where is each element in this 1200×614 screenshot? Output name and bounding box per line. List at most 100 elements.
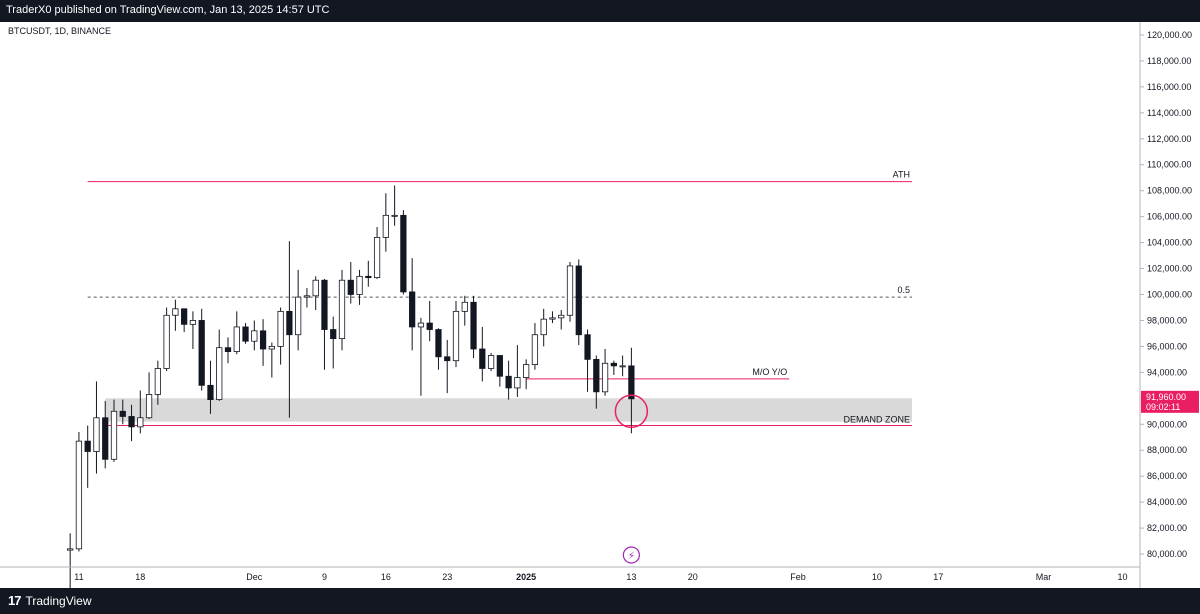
candle-body bbox=[119, 410, 126, 417]
y-tick-label: 108,000.00 bbox=[1147, 186, 1192, 196]
candle bbox=[67, 533, 74, 588]
candle bbox=[110, 399, 118, 462]
candle-body bbox=[601, 362, 609, 393]
candle-body bbox=[435, 329, 442, 358]
axes-layer: 80,000.00 82,000.00 84,000.00 86,000.00 88,0… bbox=[0, 22, 1199, 588]
candle-body bbox=[365, 275, 372, 279]
demand-zone-box bbox=[105, 398, 912, 422]
candle bbox=[145, 372, 153, 420]
candle-body bbox=[531, 334, 539, 365]
y-tick-label: 96,000.00 bbox=[1147, 341, 1187, 351]
candle-body bbox=[558, 314, 565, 319]
candle-body bbox=[461, 301, 468, 312]
candle bbox=[172, 299, 179, 331]
candle bbox=[233, 311, 240, 355]
candle-body bbox=[303, 295, 311, 298]
candles-layer bbox=[67, 185, 635, 588]
candle-body bbox=[523, 364, 530, 378]
level-lines-layer: ATH 0.5 M/O Y/O bbox=[87, 170, 912, 380]
candle-body bbox=[619, 365, 626, 368]
highlight-circle bbox=[614, 394, 649, 429]
symbol-label: BTCUSDT, 1D, BINANCE bbox=[8, 26, 111, 36]
candle bbox=[593, 355, 600, 409]
candle-body bbox=[444, 356, 451, 362]
candle bbox=[531, 323, 539, 370]
candle bbox=[251, 320, 258, 351]
price-chart[interactable]: DEMAND ZONE ATH 0.5 M/O Y/O ⚡ 80,000.00 82,… bbox=[0, 22, 1200, 588]
candle bbox=[496, 355, 503, 387]
candle-body bbox=[75, 440, 83, 550]
candle bbox=[84, 425, 91, 488]
candle bbox=[610, 360, 617, 375]
y-tick-label: 118,000.00 bbox=[1147, 56, 1191, 66]
level-label: M/O Y/O bbox=[752, 367, 787, 377]
event-marker-icon bbox=[622, 546, 640, 564]
y-tick-label: 82,000.00 bbox=[1147, 523, 1187, 533]
y-tick-label: 104,000.00 bbox=[1147, 238, 1192, 248]
x-tick-label: 16 bbox=[381, 572, 391, 582]
publisher-text: TraderX0 published on TradingView.com, J… bbox=[6, 4, 330, 16]
y-tick-label: 106,000.00 bbox=[1147, 212, 1192, 222]
candle bbox=[338, 269, 346, 351]
candle bbox=[373, 227, 381, 279]
candle-body bbox=[321, 279, 328, 330]
candle-body bbox=[189, 320, 197, 325]
candle bbox=[303, 288, 311, 308]
candle-body bbox=[505, 375, 512, 389]
candle-body bbox=[382, 214, 389, 238]
candle-body bbox=[347, 279, 354, 295]
candle-body bbox=[496, 355, 503, 377]
candle bbox=[540, 308, 547, 347]
brand-name: TradingView bbox=[25, 593, 92, 608]
candle bbox=[330, 316, 337, 369]
candle bbox=[312, 276, 319, 311]
candle bbox=[128, 404, 135, 442]
candle bbox=[487, 352, 495, 372]
candle-body bbox=[93, 417, 100, 452]
candle-body bbox=[487, 355, 495, 369]
y-tick-label: 90,000.00 bbox=[1147, 419, 1187, 429]
candle-body bbox=[549, 317, 556, 320]
candle bbox=[356, 269, 363, 305]
candle bbox=[470, 295, 477, 359]
candle bbox=[514, 345, 521, 398]
candle bbox=[549, 311, 556, 324]
candle bbox=[321, 278, 328, 370]
candle bbox=[163, 307, 170, 372]
y-tick-label: 116,000.00 bbox=[1147, 82, 1191, 92]
y-tick-label: 100,000.00 bbox=[1147, 290, 1192, 300]
candle-body bbox=[628, 365, 635, 400]
candle-body bbox=[110, 410, 118, 460]
candle-body bbox=[163, 314, 170, 369]
candle bbox=[189, 311, 197, 349]
candle bbox=[391, 185, 398, 226]
candle bbox=[207, 360, 214, 414]
candle-body bbox=[259, 330, 267, 350]
x-tick-label: 20 bbox=[688, 572, 698, 582]
candle-body bbox=[137, 417, 144, 428]
candle-body bbox=[102, 417, 109, 460]
x-tick-label: 10 bbox=[872, 572, 882, 582]
candle bbox=[628, 347, 635, 434]
candle bbox=[181, 308, 188, 333]
candle-body bbox=[452, 310, 460, 362]
candle-body bbox=[224, 347, 232, 352]
candle-countdown: 09:02:11 bbox=[1146, 402, 1180, 412]
demand-zone-label: DEMAND ZONE bbox=[843, 414, 910, 424]
candle bbox=[566, 262, 574, 322]
candle bbox=[435, 328, 442, 370]
y-tick-label: 86,000.00 bbox=[1147, 471, 1187, 481]
publisher-bar: TraderX0 published on TradingView.com, J… bbox=[0, 0, 1200, 22]
x-tick-label: 18 bbox=[135, 572, 145, 582]
y-tick-label: 88,000.00 bbox=[1147, 445, 1187, 455]
candle-body bbox=[312, 279, 319, 297]
candle-body bbox=[409, 291, 416, 328]
candle bbox=[558, 310, 565, 330]
candle bbox=[259, 319, 267, 366]
x-tick-label: Feb bbox=[790, 572, 806, 582]
candle bbox=[417, 317, 425, 396]
candle bbox=[400, 210, 407, 295]
candle bbox=[242, 323, 249, 344]
candle bbox=[479, 326, 486, 382]
footer-bar: 17 TradingView bbox=[0, 588, 1200, 614]
